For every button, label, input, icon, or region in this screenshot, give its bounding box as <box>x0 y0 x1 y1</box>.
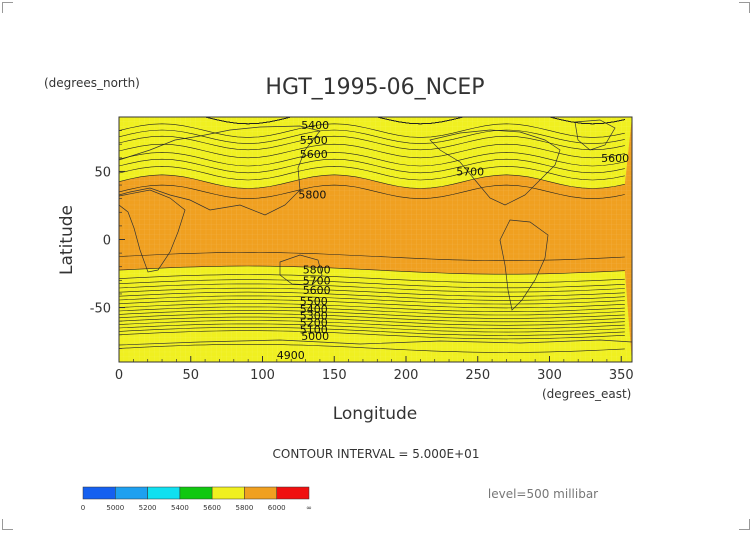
colorbar: 0 5000 5200 5400 5600 5800 6000 ∞ <box>81 486 312 512</box>
contour-label: 5400 <box>301 119 329 132</box>
coastline-eurasia <box>119 125 321 216</box>
crop-mark-bottom-left <box>2 519 13 530</box>
contour-label: 5500 <box>300 295 328 308</box>
contour-S-4950 <box>119 344 625 353</box>
contour-label: 5600 <box>601 152 629 165</box>
colorbar-swatch <box>276 486 310 500</box>
contour-S-5600 <box>119 287 625 297</box>
contour-label: 5800 <box>298 189 326 202</box>
contour-N-5750 <box>119 165 625 181</box>
contour-N-5500 <box>119 129 625 144</box>
colorbar-swatch <box>82 486 116 500</box>
contour-S-5150 <box>119 320 625 330</box>
chart-title: HGT_1995-06_NCEP <box>265 75 484 100</box>
contour-S-5450 <box>119 299 625 309</box>
y-axis-ticks: 50 0 -50 <box>90 130 125 349</box>
contour-label: 5800 <box>303 263 331 276</box>
colorbar-swatch <box>147 486 181 500</box>
x-axis-title: Longitude <box>333 404 418 424</box>
contour-S-5350 <box>119 306 625 316</box>
contour-S-5050 <box>119 327 625 336</box>
contour-S-5700 <box>119 279 625 289</box>
crop-mark-top-right <box>739 2 750 13</box>
contour-labels: 5400550056005700560058005800570056005500… <box>277 119 629 362</box>
colorbar-swatch <box>211 486 245 500</box>
colorbar-label: 5200 <box>139 504 157 512</box>
x-axis-ticks: 0 50 100 150 200 250 300 350 <box>115 356 634 383</box>
contour-S-5850 <box>119 252 625 261</box>
colorbar-label: 5800 <box>235 504 253 512</box>
x-tick-label: 50 <box>182 368 199 383</box>
coastline-australia <box>279 254 323 286</box>
x-tick-label: 300 <box>537 368 562 383</box>
colorbar-label: 5400 <box>171 504 189 512</box>
contour-N-5850 <box>119 184 625 200</box>
coastline-north-america <box>429 129 561 206</box>
contour-S-5500 <box>119 295 625 305</box>
coastline-africa <box>119 189 186 273</box>
x-tick-label: 250 <box>465 368 490 383</box>
x-tick-label: 100 <box>250 368 275 383</box>
contour-S-5400 <box>119 303 625 312</box>
x-tick-label: 200 <box>394 368 419 383</box>
y-tick-label: -50 <box>90 302 111 317</box>
coastline-antarctica <box>119 339 632 346</box>
contour-S-5200 <box>119 316 625 326</box>
coastline-greenland <box>574 119 616 151</box>
crop-mark-top-left <box>2 2 13 13</box>
contour-label: 5100 <box>300 323 328 336</box>
contour-label: 5400 <box>300 303 328 316</box>
colorbar-label: 6000 <box>268 504 286 512</box>
contour-label: 5000 <box>301 330 329 343</box>
y-axis-title: Latitude <box>57 205 77 275</box>
contour-label: 5500 <box>300 134 328 147</box>
colorbar-swatch <box>244 486 277 500</box>
colorbar-swatch <box>179 486 213 500</box>
level-text: level=500 millibar <box>488 487 598 501</box>
contour-S-5650 <box>119 283 625 293</box>
contour-N-5550 <box>119 135 625 151</box>
contour-label: 5200 <box>300 317 328 330</box>
contour-N-5600 <box>119 143 625 159</box>
contour-S-5750 <box>119 274 625 283</box>
contour-N-5450 <box>119 123 625 138</box>
contour-label: 5700 <box>303 274 331 287</box>
colorbar-label: 5600 <box>203 504 221 512</box>
contour-S-5000 <box>119 330 625 340</box>
colorbar-label: 0 <box>81 504 85 512</box>
contour-N-5650 <box>119 152 625 167</box>
contour-S-5300 <box>119 310 625 319</box>
contour-interval-text: CONTOUR INTERVAL = 5.000E+01 <box>273 447 480 461</box>
contour-S-5550 <box>119 291 625 301</box>
contour-S-5100 <box>119 323 625 333</box>
colorbar-swatch <box>115 486 148 500</box>
contour-label: 5300 <box>300 310 328 323</box>
contour-label: 5600 <box>300 148 328 161</box>
contour-lines <box>119 117 625 353</box>
contour-S-5800 <box>119 265 625 275</box>
contour-N-5800 <box>119 174 625 189</box>
coastlines <box>119 119 632 346</box>
y-tick-label: 0 <box>103 234 111 249</box>
contour-label: 5600 <box>303 284 331 297</box>
y-tick-label: 50 <box>94 165 111 180</box>
colorbar-label: 5000 <box>106 504 124 512</box>
contour-S-5250 <box>119 313 625 323</box>
crop-mark-bottom-right <box>739 519 750 530</box>
y-axis-units: (degrees_north) <box>44 76 140 90</box>
contour-label: 4900 <box>277 349 305 362</box>
x-tick-label: 150 <box>322 368 347 383</box>
grid-overlay <box>119 117 632 362</box>
x-tick-label: 0 <box>115 368 123 383</box>
contour-N-5700 <box>119 158 625 174</box>
x-tick-label: 350 <box>609 368 634 383</box>
x-axis-units: (degrees_east) <box>542 387 631 401</box>
colorbar-label: ∞ <box>306 504 312 512</box>
contour-label: 5700 <box>456 165 484 178</box>
